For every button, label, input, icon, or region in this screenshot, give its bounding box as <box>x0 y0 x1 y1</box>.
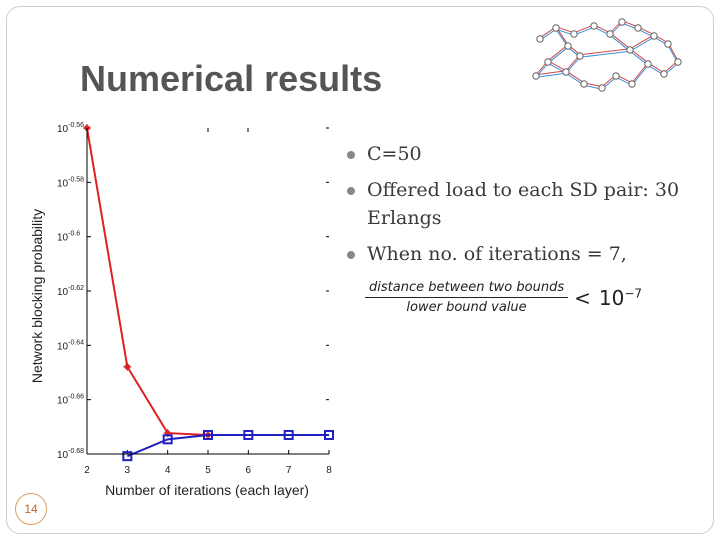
x-tick-label: 3 <box>125 465 131 476</box>
x-tick-label: 5 <box>205 465 211 476</box>
x-tick-label: 6 <box>246 465 252 476</box>
network-node <box>570 30 578 38</box>
network-node <box>660 70 668 78</box>
formula-threshold-base: 10 <box>598 285 625 310</box>
y-tick-label: 10-0.68 <box>57 448 84 461</box>
network-edge <box>629 36 655 52</box>
slide-title: Numerical results <box>80 58 383 99</box>
network-node <box>618 18 626 26</box>
bullet-item: When no. of iterations = 7, <box>345 240 705 268</box>
y-axis-label: Network blocking probability <box>29 209 45 383</box>
bullet-item: Offered load to each SD pair: 30 Erlangs <box>345 176 705 232</box>
network-node <box>626 46 634 54</box>
formula-fraction: distance between two bounds lower bound … <box>365 280 569 315</box>
network-node <box>628 80 636 88</box>
data-point-square <box>162 434 173 445</box>
y-tick-label: 10-0.64 <box>57 339 84 352</box>
network-edge <box>535 70 567 76</box>
data-point-square <box>122 451 133 462</box>
network-edge <box>629 34 655 50</box>
page-number: 14 <box>15 493 47 525</box>
y-tick-label: 10-0.62 <box>57 285 84 298</box>
y-tick-label: 10-0.66 <box>57 394 84 407</box>
network-edge <box>579 48 631 56</box>
network-node <box>634 24 642 32</box>
y-tick-label: 10-0.6 <box>57 231 80 244</box>
network-node <box>644 60 652 68</box>
convergence-formula: distance between two bounds lower bound … <box>365 280 642 315</box>
network-node <box>664 40 672 48</box>
bullet-list: C=50 Offered load to each SD pair: 30 Er… <box>345 140 705 276</box>
network-node <box>532 72 540 80</box>
data-point-square <box>243 429 254 440</box>
y-tick-label: 10-0.58 <box>57 176 84 189</box>
formula-relation: < <box>574 285 591 310</box>
network-node <box>562 68 570 76</box>
network-node <box>590 22 598 30</box>
network-node <box>544 58 552 66</box>
data-point-square <box>283 429 294 440</box>
network-edge <box>535 72 567 78</box>
network-node <box>612 72 620 80</box>
data-point-square <box>203 429 213 440</box>
slide-frame <box>6 6 714 534</box>
network-node <box>536 35 544 43</box>
network-node <box>674 58 682 66</box>
x-tick-label: 4 <box>165 465 171 476</box>
network-node <box>606 30 614 38</box>
network-node <box>564 42 572 50</box>
formula-threshold-exponent: −7 <box>624 285 643 300</box>
network-node <box>576 52 584 60</box>
blocking-probability-chart: 10-0.56 10-0.58 10-0.6 10-0.62 10-0.64 10-0.6… <box>29 122 334 498</box>
network-topology-image <box>532 18 682 92</box>
x-tick-label: 7 <box>286 465 292 476</box>
formula-threshold: 10−7 <box>599 286 642 310</box>
formula-denominator: lower bound value <box>406 300 527 315</box>
network-node <box>650 32 658 40</box>
x-tick-label: 8 <box>326 465 332 476</box>
x-axis-label: Number of iterations (each layer) <box>105 482 309 498</box>
x-tick-label: 2 <box>84 465 90 476</box>
formula-numerator: distance between two bounds <box>365 280 569 298</box>
data-point-square <box>324 429 334 440</box>
network-node <box>552 24 560 32</box>
y-tick-label: 10-0.56 <box>57 122 84 135</box>
network-node <box>598 84 606 92</box>
series-line-0 <box>86 127 209 436</box>
bullet-item: C=50 <box>345 140 705 168</box>
network-edge <box>579 50 631 58</box>
network-node <box>580 80 588 88</box>
series-line-1 <box>126 433 329 458</box>
